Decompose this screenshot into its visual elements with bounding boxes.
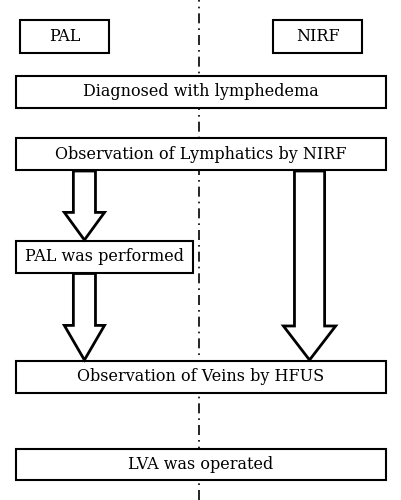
Text: Diagnosed with lymphedema: Diagnosed with lymphedema xyxy=(83,83,318,100)
Polygon shape xyxy=(64,274,104,360)
Text: NIRF: NIRF xyxy=(295,28,338,45)
FancyBboxPatch shape xyxy=(16,448,385,480)
Text: Observation of Veins by HFUS: Observation of Veins by HFUS xyxy=(77,368,324,385)
Text: LVA was operated: LVA was operated xyxy=(128,456,273,473)
FancyBboxPatch shape xyxy=(273,20,361,52)
Text: PAL: PAL xyxy=(49,28,80,45)
FancyBboxPatch shape xyxy=(16,361,385,392)
FancyBboxPatch shape xyxy=(16,138,385,170)
FancyBboxPatch shape xyxy=(16,76,385,108)
FancyBboxPatch shape xyxy=(16,241,192,272)
Text: Observation of Lymphatics by NIRF: Observation of Lymphatics by NIRF xyxy=(55,146,346,163)
Text: PAL was performed: PAL was performed xyxy=(25,248,184,265)
Polygon shape xyxy=(64,171,104,240)
FancyBboxPatch shape xyxy=(20,20,108,52)
Polygon shape xyxy=(283,171,335,360)
